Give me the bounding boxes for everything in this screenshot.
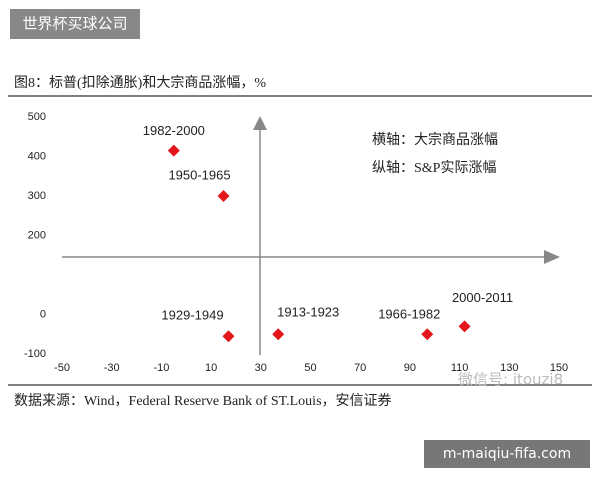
point-label: 1950-1965 (168, 167, 230, 182)
x-tick-label: 150 (550, 362, 568, 374)
axis-arrow (253, 116, 267, 130)
x-tick-label: 10 (205, 362, 217, 374)
watermark-box (424, 440, 590, 468)
x-tick-label: 110 (451, 362, 469, 374)
point-label: 1966-1982 (378, 307, 440, 322)
point-label: 1913-1923 (277, 305, 339, 320)
point-label: 1929-1949 (161, 308, 223, 323)
x-tick-label: 30 (255, 362, 267, 374)
x-tick-label: 130 (500, 362, 518, 374)
point-label: 2000-2011 (452, 290, 513, 305)
point (222, 330, 235, 343)
point (421, 328, 434, 341)
y-tick-label: 0 (40, 308, 46, 320)
axis-arrow (544, 250, 560, 264)
x-tick-label: 50 (304, 362, 316, 374)
x-tick-label: -30 (104, 362, 120, 374)
y-tick-label: 300 (28, 190, 46, 202)
x-tick-label: 70 (354, 362, 366, 374)
point (272, 328, 285, 341)
point-label: 1982-2000 (143, 123, 205, 138)
watermark: m-maiqiu-fifa.com (443, 446, 571, 462)
point (167, 144, 180, 157)
y-tick-label: 200 (28, 229, 46, 241)
annotation: 纵轴：S&P实际涨幅 (372, 160, 496, 176)
watermark: 世界杯买球公司 (22, 15, 127, 33)
y-tick-label: 400 (28, 150, 46, 162)
y-tick-label: 500 (28, 111, 46, 123)
annotation: 横轴：大宗商品涨幅 (372, 132, 498, 148)
watermark: 微信号: itouzi8 (458, 371, 563, 389)
source: 数据来源：Wind，Federal Reserve Bank of ST.Lou… (14, 393, 392, 409)
point (458, 320, 471, 333)
y-tick-label: -100 (24, 348, 46, 360)
point (217, 190, 230, 202)
x-tick-label: 90 (404, 362, 416, 374)
chart-title: 图8：标普(扣除通胀)和大宗商品涨幅，% (14, 75, 266, 91)
x-tick-label: -10 (153, 362, 169, 374)
x-tick-label: -50 (54, 362, 70, 374)
watermark-box (10, 9, 140, 39)
